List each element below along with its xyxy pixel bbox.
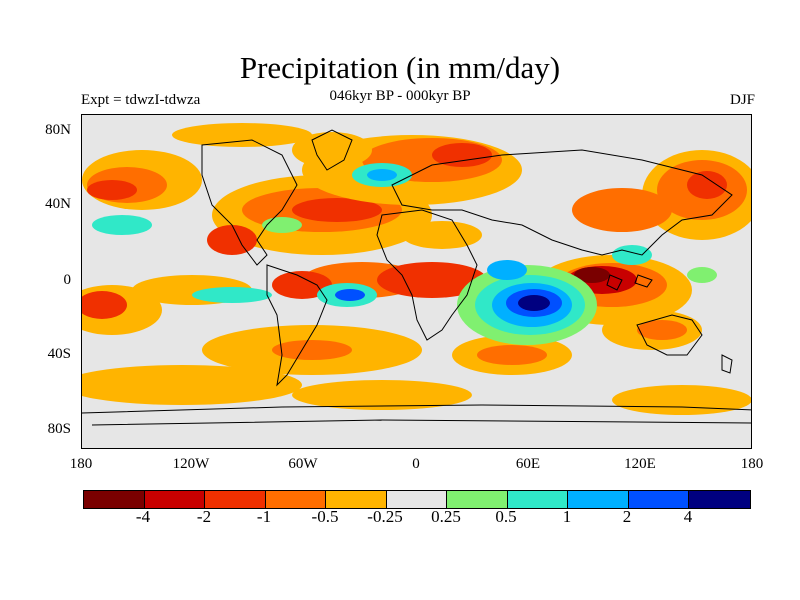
colorbar-tick: -2 xyxy=(196,507,212,526)
period-subtitle: 046kyr BP - 000kyr BP xyxy=(329,88,471,104)
lon-label-120w: 120W xyxy=(172,456,210,472)
colorbar-swatch xyxy=(205,491,266,508)
lon-label-180w: 180 xyxy=(69,456,93,472)
wetting-anomaly-fields xyxy=(92,163,717,345)
map-canvas xyxy=(82,115,751,448)
experiment-label: Expt = tdwzI-tdwza xyxy=(81,92,201,108)
colorbar-swatch xyxy=(265,491,326,508)
colorbar-tick: 1 xyxy=(562,507,572,526)
season-label: DJF xyxy=(729,92,755,108)
coastlines xyxy=(82,129,751,426)
colorbar-swatch xyxy=(144,491,205,508)
colorbar-swatch xyxy=(447,491,508,508)
colorbar-swatch xyxy=(507,491,568,508)
lon-label-0: 0 xyxy=(412,456,420,472)
colorbar xyxy=(83,490,751,509)
colorbar-tick: -0.25 xyxy=(367,507,403,526)
colorbar-swatch xyxy=(326,491,387,508)
colorbar-swatch xyxy=(568,491,629,508)
lat-label-40s: 40S xyxy=(47,346,71,362)
colorbar-tick: 2 xyxy=(622,507,632,526)
colorbar-tick: 0.5 xyxy=(495,507,517,526)
colorbar-tick: -0.5 xyxy=(311,507,339,526)
lon-label-60w: 60W xyxy=(288,456,318,472)
colorbar-swatch xyxy=(84,491,145,508)
colorbar-swatch xyxy=(628,491,689,508)
lat-label-80n: 80N xyxy=(45,122,71,138)
colorbar-tick: -4 xyxy=(135,507,151,526)
lat-label-40n: 40N xyxy=(45,196,71,212)
lon-label-120e: 120E xyxy=(624,456,656,472)
lon-label-180e: 180 xyxy=(740,456,764,472)
colorbar-tick: 0.25 xyxy=(431,507,461,526)
colorbar-tick: 4 xyxy=(683,507,693,526)
precipitation-map xyxy=(81,114,752,449)
colorbar-swatch xyxy=(689,491,750,508)
lat-label-eq: 0 xyxy=(63,272,72,288)
lat-label-80s: 80S xyxy=(47,421,71,437)
lon-label-60e: 60E xyxy=(515,456,541,472)
colorbar-tick: -1 xyxy=(256,507,272,526)
plot-title: Precipitation (in mm/day) xyxy=(239,50,561,85)
colorbar-swatch xyxy=(386,491,447,508)
